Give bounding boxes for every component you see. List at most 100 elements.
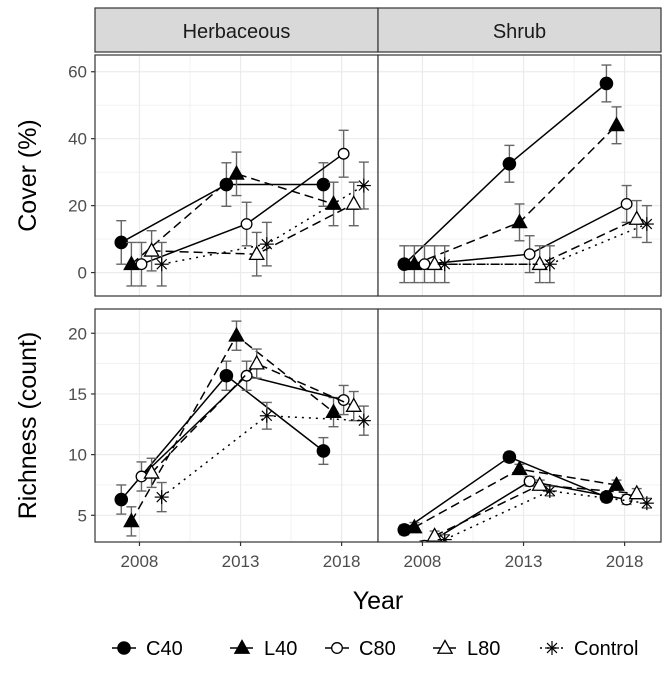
y-axis-title: Richness (count): [14, 332, 42, 520]
grid: [95, 309, 378, 542]
series-line: [161, 184, 365, 265]
data-point: [219, 177, 234, 192]
data-point: [337, 147, 350, 160]
series-l40: [406, 106, 625, 284]
asterisk-stroke: [544, 258, 556, 270]
data-point: [437, 532, 452, 542]
data-point: [356, 178, 371, 193]
data-point: [502, 156, 517, 171]
data-point: [123, 255, 140, 271]
data-point: [523, 475, 536, 488]
y-tick-label: 20: [68, 197, 87, 216]
data-point: [154, 490, 169, 505]
data-point: [228, 326, 245, 342]
panel-herbaceous: [94, 308, 379, 543]
data-point: [542, 484, 557, 499]
data-point: [345, 397, 362, 412]
chart-panels: [94, 54, 662, 543]
y-axis-title: Cover (%): [14, 119, 42, 232]
y-tick-label: 60: [68, 63, 87, 82]
data-point: [531, 476, 548, 491]
legend-marker: [233, 639, 251, 654]
data-point: [406, 255, 423, 271]
series-control: [437, 204, 654, 284]
facet-strip-label: Herbaceous: [183, 21, 291, 43]
legend-marker: [331, 642, 343, 654]
data-point: [639, 496, 654, 511]
series-l80: [426, 476, 645, 542]
x-tick-label: 2018: [323, 552, 361, 571]
data-point: [248, 245, 265, 261]
x-tick-label: 2013: [222, 552, 260, 571]
data-point: [316, 444, 331, 458]
x-tick-label: 2018: [606, 552, 644, 571]
panel-shrub: [377, 54, 662, 297]
asterisk-stroke: [546, 642, 558, 654]
data-point: [248, 354, 265, 370]
series-layer: [114, 129, 371, 287]
data-point: [240, 218, 253, 230]
series-l80: [426, 199, 645, 284]
data-point: [356, 413, 371, 428]
data-point: [542, 257, 557, 272]
legend-label: L80: [467, 638, 500, 660]
facet-strips: Herbaceous Shrub: [94, 7, 662, 53]
facet-strip-label: Shrub: [493, 21, 546, 43]
y-tick-label: 0: [78, 264, 87, 283]
asterisk-stroke: [358, 180, 370, 191]
asterisk-stroke: [261, 238, 273, 250]
series-line: [151, 362, 355, 474]
asterisk-stroke: [441, 534, 451, 542]
data-point: [143, 241, 160, 257]
data-point: [437, 257, 452, 272]
series-c80: [135, 129, 350, 287]
panel-herbaceous: [94, 54, 379, 297]
data-point: [599, 76, 614, 91]
data-point: [345, 195, 362, 210]
legend-item-control: Control: [540, 638, 638, 660]
data-point: [620, 198, 633, 210]
series-c40: [397, 64, 614, 284]
series-control: [437, 484, 654, 542]
panel-border: [377, 308, 662, 543]
data-point: [523, 248, 536, 261]
series-l40: [123, 151, 342, 287]
legend-marker: [117, 641, 131, 655]
data-point: [325, 195, 342, 210]
y-tick-label: 10: [68, 446, 87, 465]
series-c80: [135, 360, 350, 492]
asterisk-stroke: [641, 497, 653, 509]
legend-item-c80: C80: [325, 638, 396, 660]
data-point: [114, 235, 129, 250]
data-point: [228, 164, 245, 180]
legend-label: Control: [574, 638, 638, 660]
data-point: [426, 527, 443, 542]
data-point: [511, 460, 528, 476]
legend-label: C40: [146, 638, 183, 660]
asterisk-stroke: [156, 258, 168, 270]
data-point: [426, 255, 443, 271]
legend-label: C80: [359, 638, 396, 660]
asterisk-stroke: [156, 491, 168, 503]
legend-item-l40: L40: [230, 638, 297, 660]
data-point: [639, 217, 654, 232]
series-line: [130, 172, 334, 265]
legend-marker: [545, 641, 559, 655]
series-c40: [114, 162, 331, 265]
legend: C40 L40 C80 L80 Control: [112, 638, 638, 660]
asterisk-stroke: [358, 415, 370, 427]
data-point: [154, 257, 169, 272]
y-tick-label: 20: [68, 324, 87, 343]
facet-strip: [377, 7, 662, 53]
y-tick-label: 5: [78, 506, 87, 525]
asterisk-stroke: [439, 258, 451, 270]
data-point: [608, 476, 625, 491]
x-tick-label: 2008: [121, 552, 159, 571]
series-l80: [143, 181, 362, 277]
data-point: [135, 258, 148, 271]
legend-item-l80: L80: [433, 638, 500, 660]
legend-marker: [436, 639, 454, 654]
panel-background: [378, 309, 661, 542]
x-tick-label: 2008: [404, 552, 442, 571]
data-point: [114, 492, 129, 507]
